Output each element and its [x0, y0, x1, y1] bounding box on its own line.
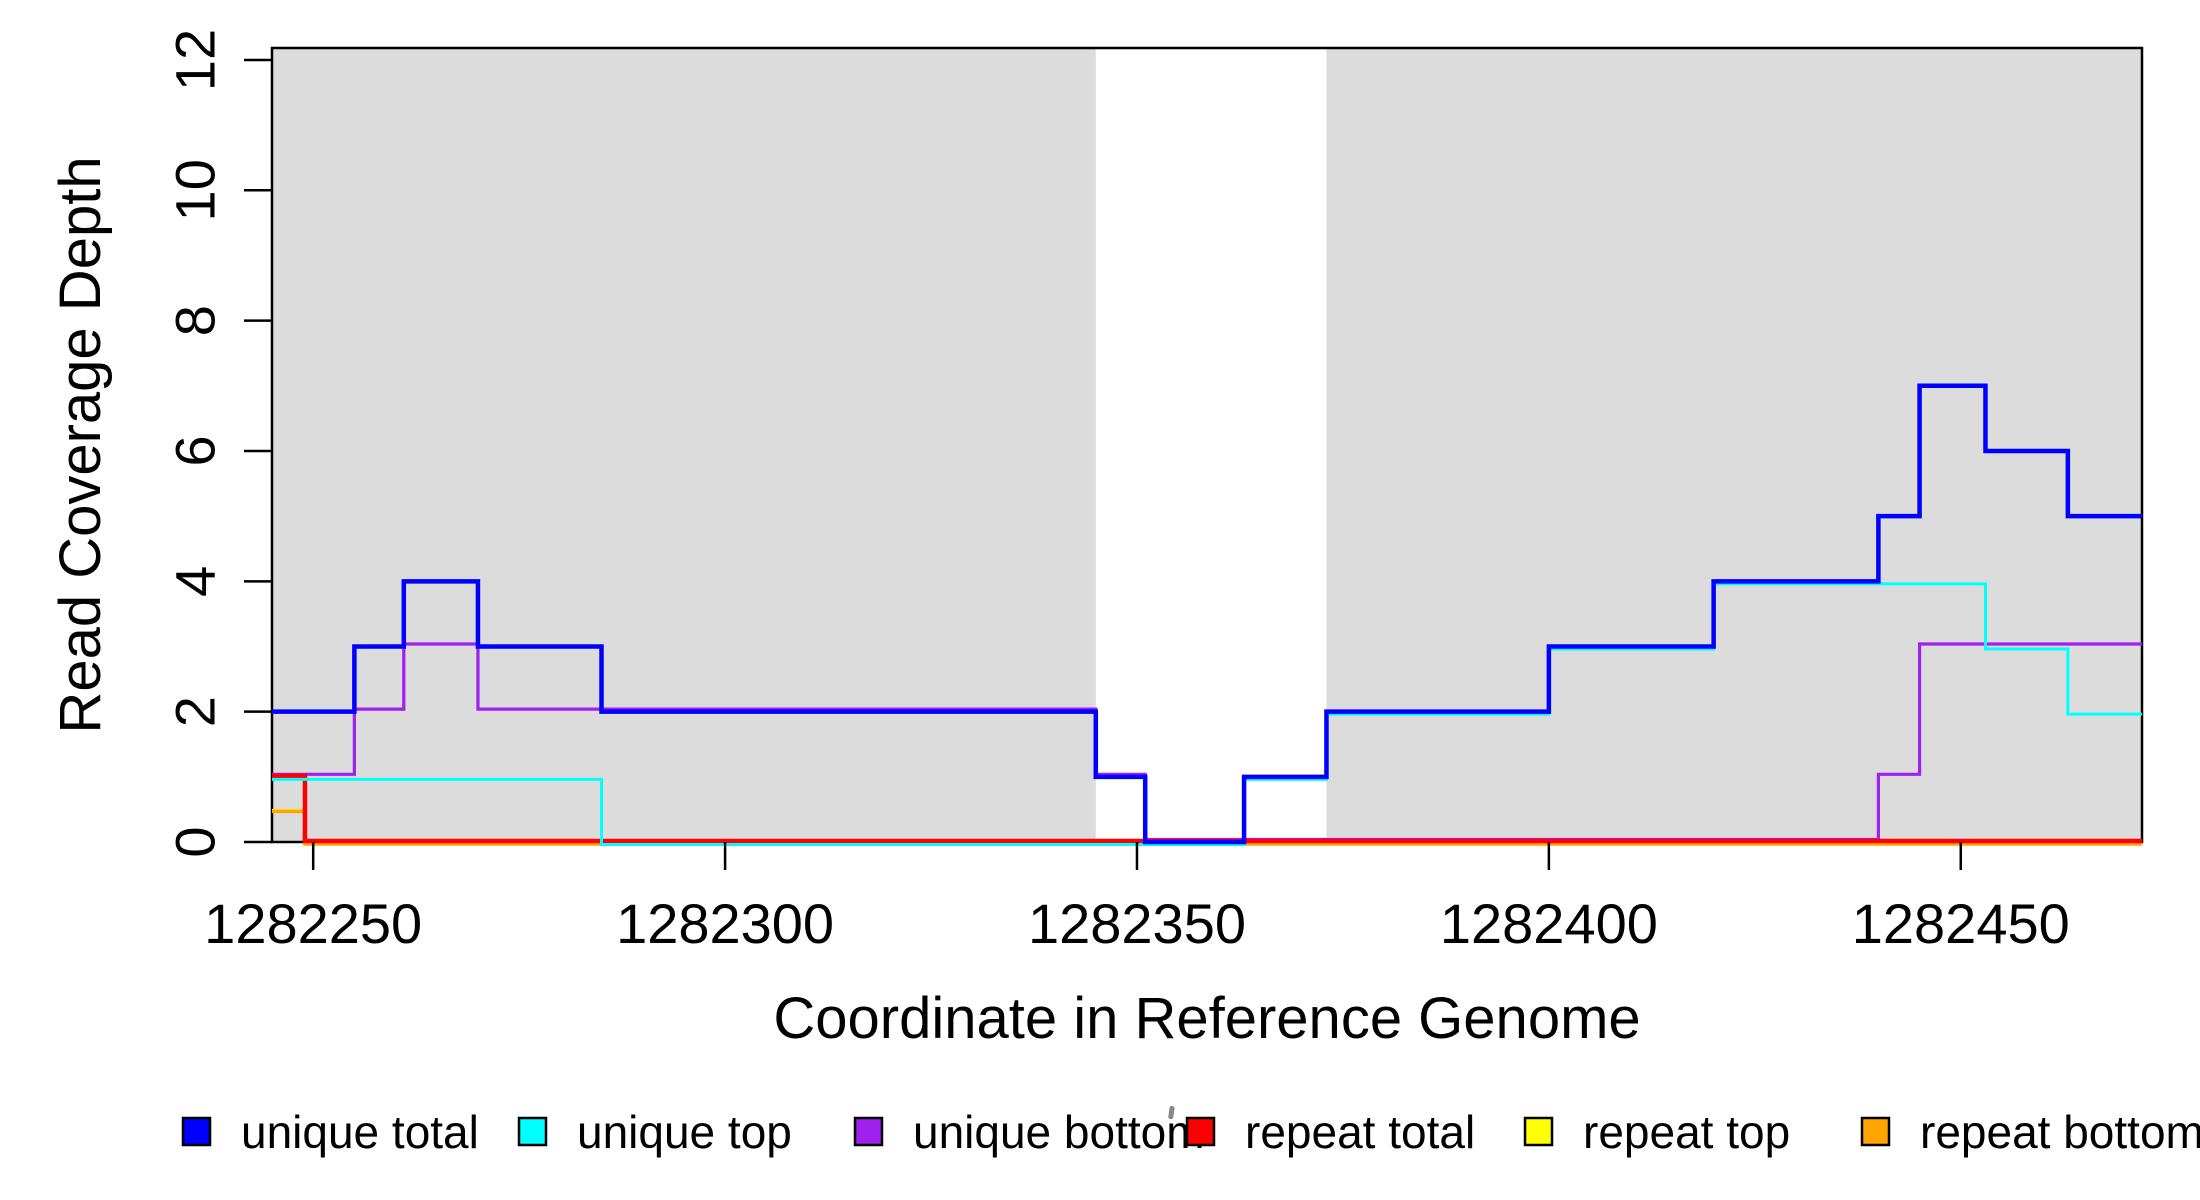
legend-item-repeat-bottom: repeat bottom	[1860, 1106, 2200, 1158]
x-tick-label: 1282400	[1440, 892, 1658, 955]
y-tick-label: 4	[164, 566, 227, 597]
series-line-unique-total	[272, 383, 2142, 845]
legend-swatch	[1860, 1116, 1891, 1147]
y-tick-label: 10	[164, 159, 227, 221]
y-tick-label: 8	[164, 305, 227, 336]
y-tick-label: 2	[164, 696, 227, 727]
legend-item-unique-bottom: unique bottom	[853, 1106, 1205, 1158]
y-axis-title: Read Coverage Depth	[48, 156, 113, 733]
legend-item-unique-total: unique total	[181, 1106, 479, 1158]
legend-swatch	[1185, 1116, 1216, 1147]
x-tick-label: 1282250	[204, 892, 422, 955]
y-tick-label: 6	[164, 435, 227, 466]
legend-item-unique-top: unique top	[517, 1106, 792, 1158]
y-tick-label: 0	[164, 826, 227, 857]
x-tick-label: 1282450	[1852, 892, 2070, 955]
x-axis-title: Coordinate in Reference Genome	[773, 986, 1640, 1051]
legend-label: repeat bottom	[1920, 1106, 2200, 1158]
legend-label: unique bottom	[913, 1106, 1205, 1158]
legend-label: unique top	[577, 1106, 792, 1158]
legend-item-repeat-total: repeat total	[1185, 1106, 1475, 1158]
shaded-region	[1326, 48, 2142, 842]
legend-label: unique total	[241, 1106, 479, 1158]
y-tick-label: 12	[164, 29, 227, 91]
legend-swatch	[181, 1116, 212, 1147]
legend-label: repeat top	[1583, 1106, 1790, 1158]
legend-label: repeat total	[1245, 1106, 1475, 1158]
legend: unique total unique top unique bottom repea…	[181, 1106, 2200, 1158]
plot-background	[272, 48, 2142, 842]
shaded-region	[272, 48, 1096, 842]
x-tick-label: 1282300	[616, 892, 834, 955]
legend-swatch	[853, 1116, 884, 1147]
axes: 1282250 1282300 1282350 1282400 1282450 0 2 4 6 8…	[164, 29, 2070, 955]
legend-swatch	[517, 1116, 548, 1147]
series-lines	[272, 383, 2142, 846]
legend-swatch	[1523, 1116, 1554, 1147]
x-tick-label: 1282350	[1028, 892, 1246, 955]
legend-artifact-mark	[1168, 1106, 1175, 1120]
legend-item-repeat-top: repeat top	[1523, 1106, 1790, 1158]
